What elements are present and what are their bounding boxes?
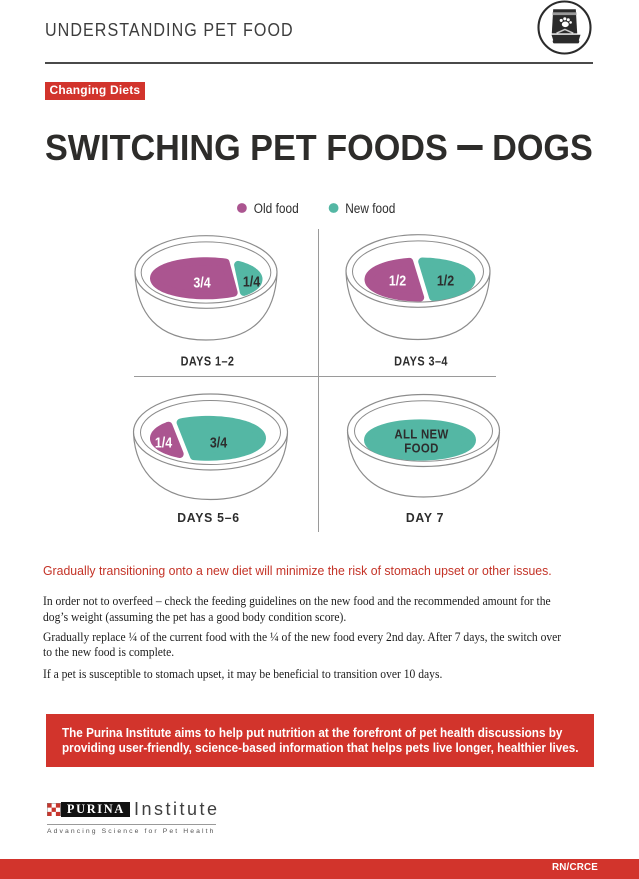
svg-text:Old food: Old food (254, 200, 299, 216)
svg-text:1/4: 1/4 (243, 272, 261, 289)
svg-text:DAYS 5–6: DAYS 5–6 (177, 510, 240, 526)
svg-text:New food: New food (345, 200, 395, 216)
svg-text:DAYS 1–2: DAYS 1–2 (181, 353, 235, 368)
svg-text:1/2: 1/2 (437, 271, 455, 288)
svg-text:3/4: 3/4 (210, 433, 228, 450)
svg-text:ALL NEW: ALL NEW (394, 427, 448, 442)
svg-text:DAY 7: DAY 7 (406, 510, 444, 526)
svg-text:DAYS 3–4: DAYS 3–4 (394, 353, 448, 368)
svg-text:3/4: 3/4 (193, 273, 211, 290)
svg-text:1/2: 1/2 (389, 271, 407, 288)
svg-text:1/4: 1/4 (155, 433, 173, 450)
svg-text:FOOD: FOOD (404, 441, 438, 456)
